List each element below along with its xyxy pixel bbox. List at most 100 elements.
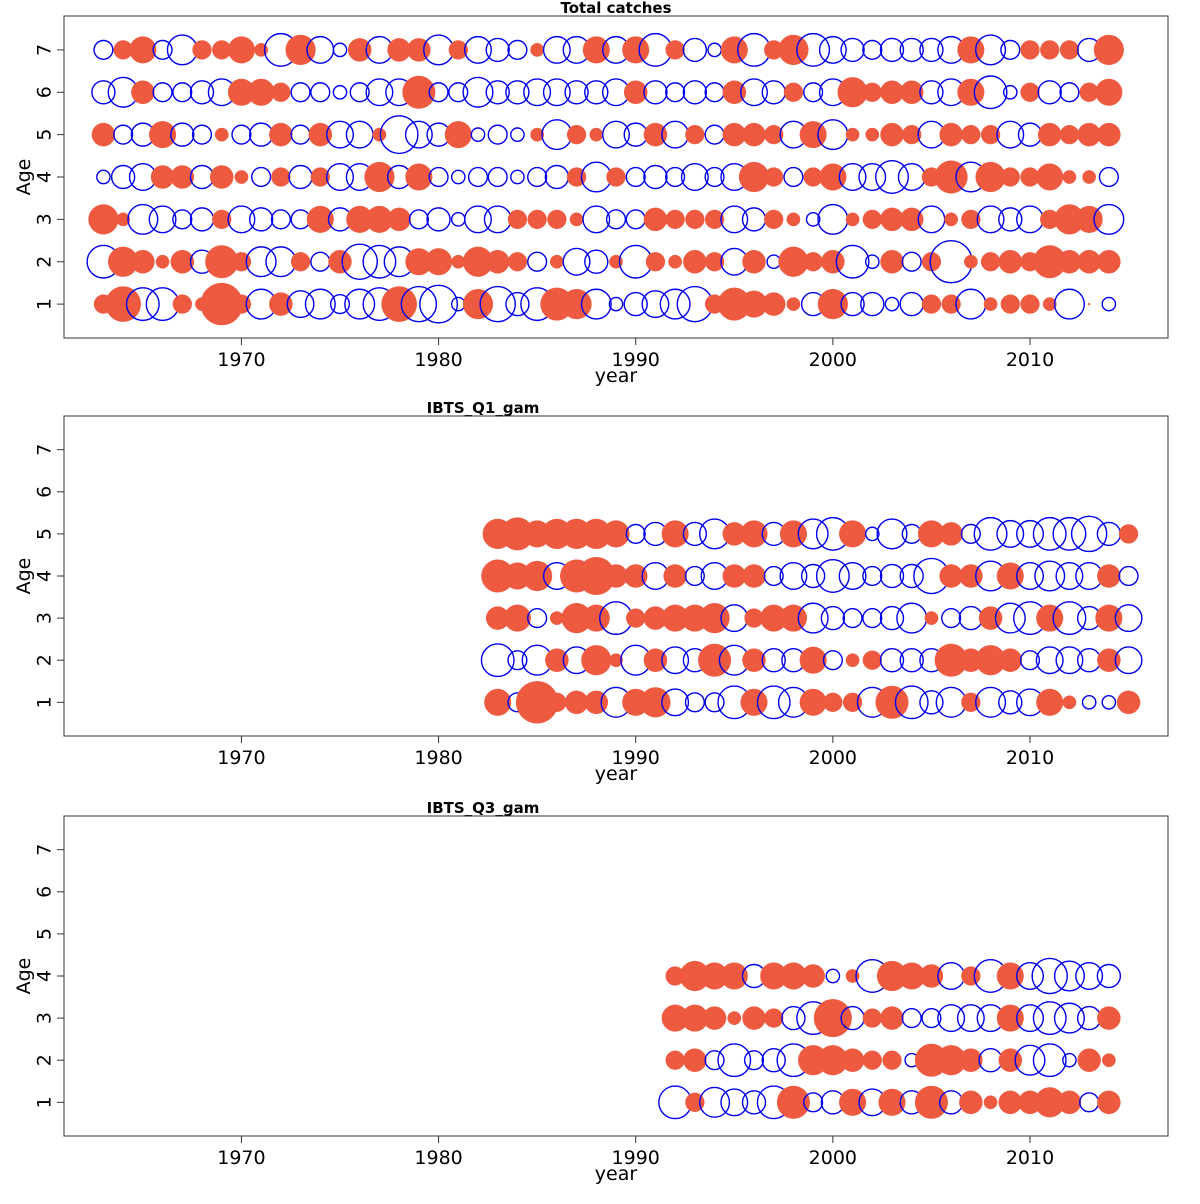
- bubble-positive: [581, 645, 612, 676]
- bubble-positive: [961, 966, 981, 986]
- bubble-negative: [1081, 694, 1097, 710]
- bubble-positive: [882, 1050, 902, 1070]
- chart-title: IBTS_Q3_gam: [427, 799, 540, 817]
- bubble-negative: [1101, 296, 1117, 312]
- bubble-positive: [776, 1085, 810, 1119]
- bubble-positive: [1020, 82, 1040, 102]
- bubble-positive: [1042, 297, 1057, 311]
- bubble-positive: [663, 564, 687, 588]
- bubble-negative: [288, 164, 313, 190]
- bubble-negative: [1098, 166, 1119, 188]
- bubble-positive: [622, 36, 650, 64]
- bubble-positive: [740, 688, 768, 716]
- bubble-negative: [1037, 80, 1062, 105]
- bubble-negative: [1053, 960, 1085, 992]
- bubble-positive: [862, 209, 882, 230]
- bubble-positive: [131, 249, 155, 274]
- bubble-positive: [779, 604, 807, 632]
- bubble-negative: [840, 291, 865, 317]
- bubble-negative: [127, 203, 159, 235]
- bubble-positive: [507, 252, 528, 272]
- bubble-negative: [332, 84, 348, 100]
- x-tick-label: 1990: [612, 747, 660, 769]
- x-tick-label: 2000: [809, 349, 857, 371]
- bubble-positive: [683, 249, 707, 274]
- x-axis-label: year: [595, 1163, 638, 1185]
- x-tick-label: 2010: [1006, 747, 1054, 769]
- x-axis-label: year: [595, 763, 638, 785]
- bubble-negative: [428, 82, 449, 103]
- bubble-positive: [665, 40, 685, 60]
- bubble-positive: [980, 124, 1001, 145]
- bubble-positive: [839, 1088, 867, 1116]
- bubble-positive: [899, 207, 924, 232]
- bubble-positive: [959, 1048, 983, 1072]
- bubble-negative: [448, 82, 469, 103]
- x-axis-label: year: [595, 365, 638, 387]
- bubble-positive: [566, 167, 587, 187]
- bubble-negative: [623, 291, 648, 317]
- bubble-negative: [189, 207, 215, 232]
- bubble-positive: [1087, 302, 1091, 306]
- bubble-negative: [1002, 84, 1018, 100]
- bubble-negative: [682, 80, 708, 105]
- x-tick-label: 1990: [612, 1147, 660, 1169]
- bubble-negative: [998, 207, 1023, 232]
- bubble-positive: [643, 122, 668, 147]
- bubble-negative: [450, 169, 466, 185]
- x-tick-label: 1980: [414, 1147, 462, 1169]
- y-tick-label: 2: [34, 654, 56, 666]
- bubble-negative: [864, 526, 880, 542]
- bubble-positive: [247, 78, 275, 106]
- bubble-negative: [941, 608, 962, 629]
- bubble-positive: [328, 249, 352, 274]
- bubble-negative: [544, 164, 570, 190]
- bubble-negative: [783, 166, 804, 188]
- bubble-positive: [996, 962, 1024, 990]
- bubble-negative: [643, 164, 668, 190]
- bubble-negative: [344, 288, 376, 320]
- bubble-negative: [797, 602, 829, 634]
- bubble-negative: [864, 254, 880, 270]
- bubble-positive: [269, 292, 293, 316]
- bubble-positive: [665, 1050, 685, 1070]
- bubble-positive: [1095, 78, 1123, 106]
- bubble-negative: [743, 1050, 765, 1071]
- x-tick-label: 2010: [1006, 1147, 1054, 1169]
- bubble-positive: [131, 80, 155, 105]
- bubble-negative: [310, 82, 331, 103]
- bubble-positive: [1077, 1048, 1101, 1072]
- bubble-negative: [998, 690, 1023, 715]
- bubble-negative: [608, 296, 624, 312]
- bubble-positive: [803, 252, 823, 272]
- bubble-negative: [665, 82, 686, 103]
- bubble-negative: [113, 124, 134, 145]
- bubble-positive: [862, 650, 882, 670]
- bubble-positive: [1057, 1090, 1082, 1115]
- bubble-negative: [523, 78, 552, 107]
- bubble-negative: [994, 602, 1026, 634]
- bubble-negative: [879, 563, 905, 589]
- bubble-negative: [684, 692, 705, 713]
- bubble-negative: [815, 559, 850, 593]
- bubble-negative: [720, 205, 749, 234]
- bubble-negative: [326, 120, 354, 149]
- bubble-negative: [761, 648, 786, 673]
- bubble-negative: [1075, 962, 1104, 990]
- y-tick-label: 6: [34, 886, 56, 898]
- bubble-negative: [862, 608, 883, 629]
- bubble-positive: [387, 207, 411, 232]
- bubble-negative: [1019, 650, 1041, 671]
- bubble-positive: [623, 564, 648, 588]
- bubble-negative: [659, 288, 691, 320]
- bubble-positive: [740, 520, 768, 548]
- y-tick-label: 4: [34, 570, 56, 582]
- bubble-negative: [899, 37, 924, 63]
- bubble-positive: [862, 1050, 882, 1070]
- bubble-negative: [1032, 516, 1067, 551]
- bubble-negative: [763, 565, 784, 587]
- bubble-negative: [704, 166, 725, 188]
- bubble-negative: [937, 1004, 966, 1033]
- bubble-positive: [444, 121, 472, 149]
- bubble-negative: [1118, 565, 1139, 587]
